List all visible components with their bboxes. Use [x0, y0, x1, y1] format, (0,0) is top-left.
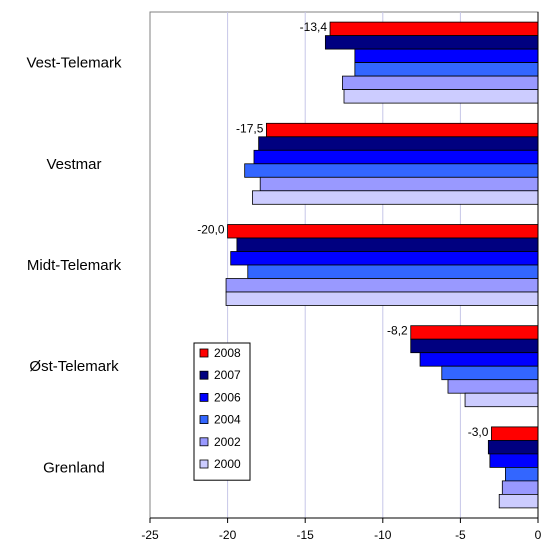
legend-swatch — [199, 348, 209, 358]
legend-swatch — [199, 392, 209, 402]
category-label: Øst-Telemark — [29, 358, 119, 375]
bars — [225, 21, 539, 509]
bar-2007 — [258, 136, 539, 151]
legend-label: 2002 — [214, 435, 241, 449]
bar-2006 — [489, 453, 539, 468]
legend-swatch — [199, 459, 209, 469]
x-tick-label: -20 — [219, 528, 237, 542]
legend-swatch — [199, 437, 209, 447]
bar-2006 — [354, 48, 539, 63]
bar-2006 — [253, 149, 539, 165]
data-label: -17,5 — [236, 121, 264, 135]
bar-2004 — [354, 62, 539, 77]
bar-2002 — [447, 379, 539, 394]
legend-label: 2007 — [214, 368, 241, 382]
x-tick-label: -10 — [374, 528, 392, 542]
bar-2002 — [259, 176, 539, 192]
legend-label: 2000 — [214, 457, 241, 471]
x-tick-label: -25 — [141, 528, 159, 542]
category-label: Midt-Telemark — [27, 257, 122, 274]
category-label: Grenland — [43, 459, 105, 476]
data-label: -20,0 — [197, 223, 225, 237]
bar-2004 — [441, 365, 539, 381]
bar-2002 — [225, 278, 539, 293]
bar-2008 — [329, 21, 539, 37]
legend-box — [193, 342, 251, 481]
bar-2002 — [501, 480, 539, 495]
axis — [149, 12, 539, 523]
bar-2000 — [498, 493, 539, 509]
legend-label: 2006 — [214, 390, 241, 404]
legend-label: 2008 — [214, 346, 241, 360]
bar-2007 — [236, 237, 539, 252]
legend-swatch — [199, 370, 209, 380]
bar-2007 — [324, 35, 539, 50]
legend-swatch — [199, 415, 209, 425]
bar-2000 — [252, 190, 539, 205]
bar-2000 — [225, 291, 539, 306]
legend-label: 2004 — [214, 413, 241, 427]
data-label: -13,4 — [300, 20, 328, 34]
bar-2000 — [343, 89, 539, 104]
bar-2002 — [342, 75, 539, 90]
x-tick-label: -15 — [297, 528, 315, 542]
bar-2004 — [247, 264, 539, 279]
bar-2006 — [230, 251, 539, 266]
bar-2004 — [244, 163, 539, 178]
data-label: -3,0 — [468, 425, 489, 439]
data-labels: -13,4 -17,5 -20,0 -8,2 -3,0 — [197, 20, 489, 439]
legend: 2008 2007 2006 2004 2002 2000 — [193, 342, 251, 481]
category-labels: Vest-Telemark Vestmar Midt-Telemark Øst-Tel… — [26, 55, 122, 477]
x-tick-label: 0 — [535, 528, 542, 542]
bar-2006 — [419, 352, 539, 367]
bar-2007 — [410, 338, 539, 354]
bar-2008 — [410, 325, 539, 340]
bar-2008 — [491, 426, 539, 441]
bar-2008 — [227, 224, 539, 239]
bar-2008 — [265, 122, 539, 138]
tick-labels: -25 -20 -15 -10 -5 0 — [141, 528, 541, 542]
data-label: -8,2 — [387, 324, 408, 338]
bar-2007 — [487, 439, 539, 455]
category-label: Vestmar — [46, 156, 101, 173]
category-label: Vest-Telemark — [26, 55, 122, 72]
bar-2004 — [505, 466, 539, 482]
bar-2000 — [464, 392, 539, 408]
x-tick-label: -5 — [455, 528, 466, 542]
